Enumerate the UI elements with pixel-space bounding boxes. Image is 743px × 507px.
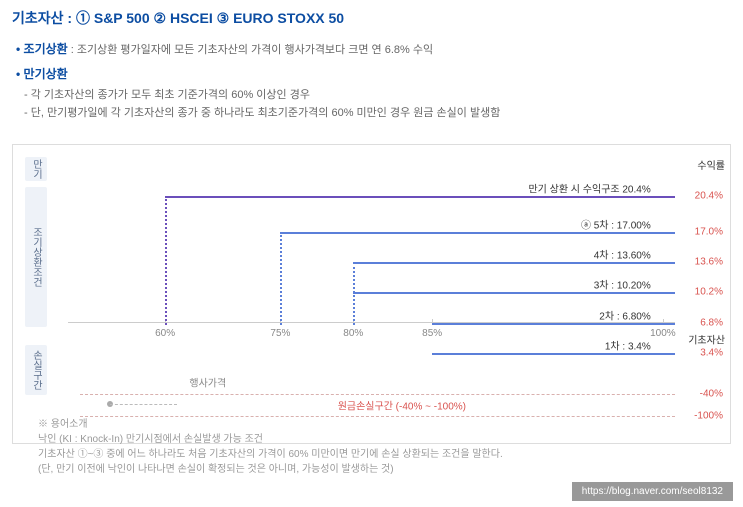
bar-ret-0: 20.4% xyxy=(695,190,723,201)
yband-loss: 손실구간 xyxy=(25,345,47,395)
loss-ret-2: -100% xyxy=(694,411,723,422)
maturity-sub1: - 각 기초자산의 종가가 모두 최초 기준가격의 60% 이상인 경우 xyxy=(24,86,727,102)
maturity-head: 만기상환 xyxy=(16,65,727,82)
bar-label-0: 만기 상환 시 수익구조 20.4% xyxy=(528,180,650,195)
bar-label-2: 4차 : 13.60% xyxy=(594,246,651,261)
glossary-l3: (단, 만기 이전에 낙인이 나타나면 손실이 확정되는 것은 아니며, 가능성… xyxy=(38,462,503,477)
bar-line-0 xyxy=(165,196,675,198)
bar-label-5: 1차 : 3.4% xyxy=(605,337,651,352)
loss-label: 원금손실구간 (-40% ~ -100%) xyxy=(338,398,466,413)
plot-area: 수익률 기초자산 60%75%80%85%100% 만기 상환 시 수익구조 2… xyxy=(68,157,675,431)
yband-maturity: 만기 xyxy=(25,157,47,181)
page-title: 기초자산 : ① S&P 500 ② HSCEI ③ EURO STOXX 50 xyxy=(0,0,743,36)
xtick-75: 75% xyxy=(270,328,290,339)
glossary: ※ 용어소개 낙인 (KI : Knock-In) 만기시점에서 손실발생 가능… xyxy=(38,417,503,477)
xtick-60: 60% xyxy=(155,328,175,339)
return-axis-label: 수익률 xyxy=(697,157,725,172)
xtick-80: 80% xyxy=(343,328,363,339)
xtick-85: 85% xyxy=(422,328,442,339)
bar-line-2 xyxy=(353,262,675,264)
bar-line-1 xyxy=(280,232,675,234)
glossary-l2: 기초자산 ①~③ 중에 어느 하나라도 처음 기초자산의 가격이 60% 미만이… xyxy=(38,447,503,462)
bar-ret-4: 6.8% xyxy=(700,317,723,328)
loss-ret-1: -40% xyxy=(700,389,723,400)
early-desc: : 조기상환 평가일자에 모든 기초자산의 가격이 행사가격보다 크면 연 6.… xyxy=(71,44,433,56)
bar-ret-3: 10.2% xyxy=(695,287,723,298)
strike-label: 행사가격 xyxy=(189,374,226,389)
xtick-100: 100% xyxy=(650,328,676,339)
bar-label-1: ⓐ 5차 : 17.00% xyxy=(581,216,651,231)
glossary-l1: 낙인 (KI : Knock-In) 만기시점에서 손실발생 가능 조건 xyxy=(38,432,503,447)
bar-drop-4 xyxy=(432,323,434,325)
bar-line-5 xyxy=(432,353,675,355)
maturity-sub2: - 단, 만기평가일에 각 기초자산의 종가 중 하나라도 최초기준가격의 60… xyxy=(24,104,727,120)
strike-line xyxy=(110,404,177,405)
bar-label-4: 2차 : 6.80% xyxy=(599,307,650,322)
bar-ret-2: 13.6% xyxy=(695,256,723,267)
loss-top-line xyxy=(80,394,675,395)
glossary-head: ※ 용어소개 xyxy=(38,417,503,432)
chart: 만기 조기상환조건 손실구간 수익률 기초자산 60% 75% 80% 85% 100%… xyxy=(12,144,731,444)
maturity-section: 만기상환 - 각 기초자산의 종가가 모두 최초 기준가격의 60% 이상인 경… xyxy=(0,61,743,126)
x-axis-label: 기초자산 xyxy=(688,332,725,347)
yband-early: 조기상환조건 xyxy=(25,187,47,327)
bar-ret-1: 17.0% xyxy=(695,226,723,237)
bar-line-3 xyxy=(353,292,675,294)
bar-drop-0 xyxy=(165,196,167,325)
watermark: https://blog.naver.com/seol8132 xyxy=(572,482,733,501)
bar-line-4 xyxy=(432,323,675,325)
bar-drop-1 xyxy=(280,232,282,325)
bar-ret-5: 3.4% xyxy=(700,347,723,358)
bar-drop-3 xyxy=(353,292,355,325)
bar-label-3: 3차 : 10.20% xyxy=(594,277,651,292)
early-section: 조기상환 : 조기상환 평가일자에 모든 기초자산의 가격이 행사가격보다 크면… xyxy=(0,36,743,61)
early-head: 조기상환 xyxy=(16,42,68,56)
